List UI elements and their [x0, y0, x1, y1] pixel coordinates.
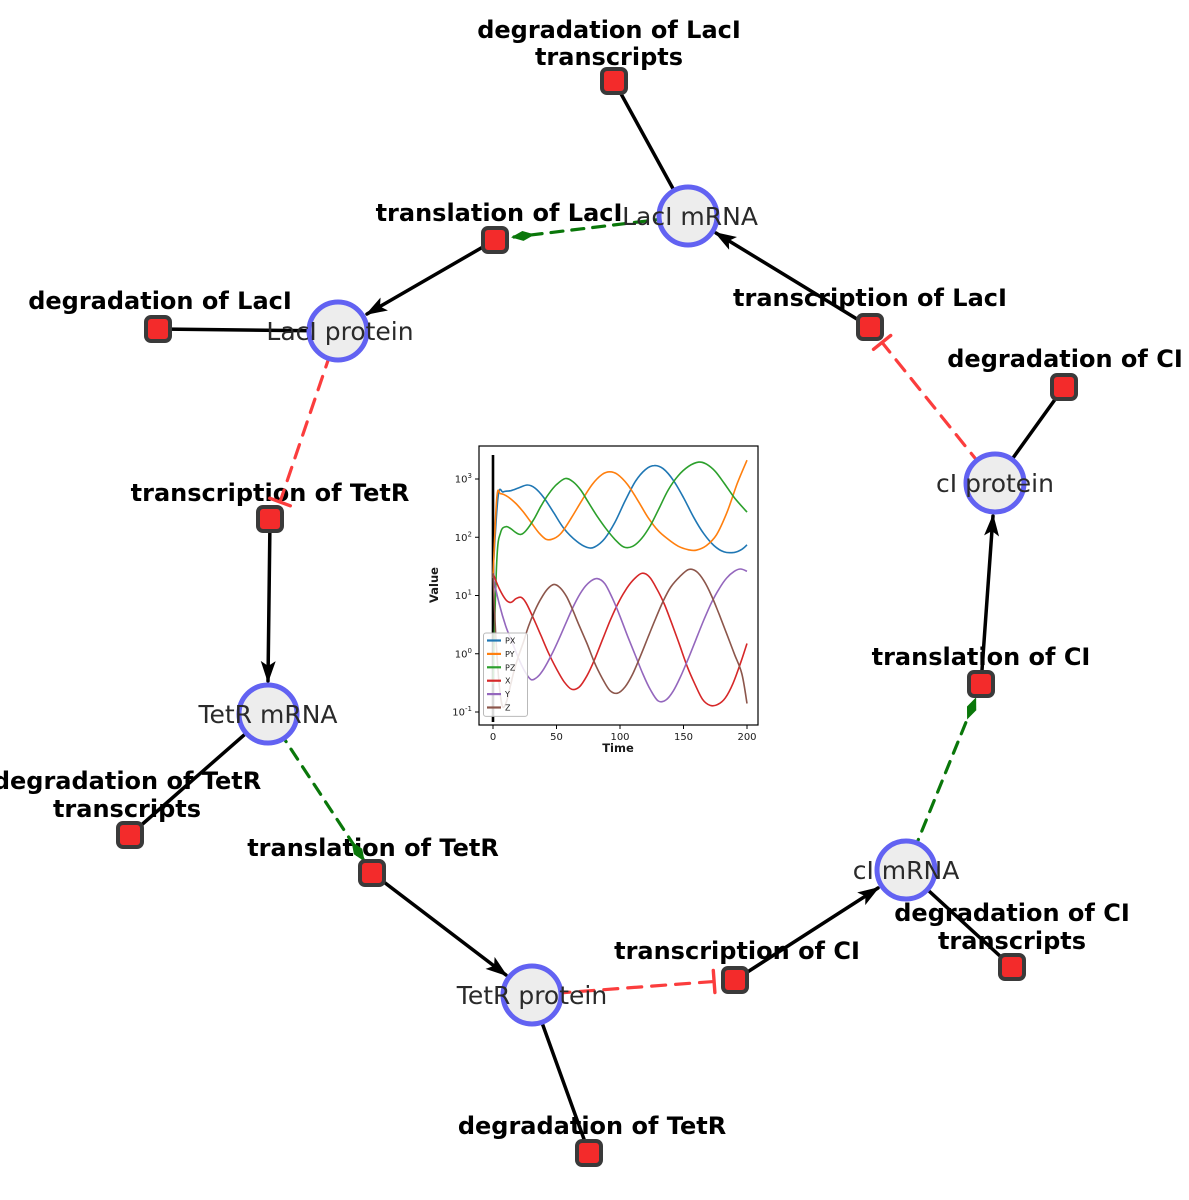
chart-legend-label-Y: Y [504, 690, 510, 699]
species-label-tetr-mrna: TetR mRNA [197, 700, 337, 729]
species-nodes [236, 184, 1027, 1027]
chart-ytick-label-1e3: 103 [455, 472, 472, 486]
reaction-node-degradation-tetr [575, 1139, 603, 1167]
label-degradation-ci: degradation of CI [947, 345, 1183, 373]
chart-y-axis-label: Value [427, 567, 441, 603]
edge-translation-tetr-to-tetrprotein-arrow [370, 871, 508, 977]
edge-transcription-tetr-to-tetrmrna-arrow [260, 517, 276, 683]
label-transcription-laci: transcription of LacI [733, 284, 1007, 312]
reaction-node-translation-tetr [358, 859, 386, 887]
inset-chart: 0 50 100 150 200 10-1 100 101 102 103 PX PY PZ XYZ Ti… [427, 445, 759, 755]
label-translation-laci: translation of LacI [376, 199, 623, 227]
label-degradation-tetr-transcripts-line2: transcripts [53, 795, 201, 823]
reaction-node-degradation-tetr-transcripts [116, 821, 144, 849]
label-degradation-laci-transcripts-line1: degradation of LacI [477, 16, 741, 44]
chart-xtick-label-100: 100 [610, 732, 629, 743]
species-node-ci-protein [963, 451, 1027, 515]
inhibition-tbar-transcription-tetr [268, 496, 292, 508]
reaction-node-translation-laci [481, 226, 509, 254]
label-transcription-ci: transcription of CI [614, 937, 860, 965]
reaction-node-translation-ci [967, 670, 995, 698]
chart-legend-label-X: X [505, 677, 511, 686]
chart-x-axis-label: Time [602, 741, 634, 755]
label-degradation-ci-transcripts-line2: transcripts [938, 927, 1086, 955]
species-label-ci-mrna: cI mRNA [853, 856, 960, 885]
chart-legend-label-PX: PX [505, 637, 516, 646]
chart-xtick-label-200: 200 [737, 732, 756, 743]
label-degradation-tetr: degradation of TetR [458, 1112, 726, 1140]
label-degradation-laci-transcripts-line2: transcripts [535, 43, 683, 71]
inhibition-tbar-transcription-ci [711, 968, 717, 995]
label-degradation-tetr-transcripts-line1: degradation of TetR [0, 767, 261, 795]
species-node-laci-protein [306, 299, 370, 363]
edge-transcription-ci-to-cimrna-arrow [733, 886, 880, 982]
chart-series-X [492, 572, 748, 707]
species-label-laci-protein: LacI protein [266, 317, 413, 346]
reaction-node-degradation-laci-transcripts [600, 67, 628, 95]
chart-xtick-label-50: 50 [550, 732, 563, 743]
species-node-tetr-protein [500, 963, 564, 1027]
species-node-ci-mrna [874, 838, 938, 902]
chart-series-PZ [492, 461, 748, 685]
species-label-ci-protein: cI protein [936, 469, 1054, 498]
reaction-node-transcription-ci [721, 966, 749, 994]
inhibition-tbar-transcription-laci [871, 333, 893, 351]
chart-ytick-label-1e-1: 10-1 [452, 705, 472, 719]
reaction-node-degradation-ci [1050, 373, 1078, 401]
chart-legend-label-PY: PY [505, 650, 515, 659]
reaction-labels: degradation of LacI transcripts translat… [0, 16, 1183, 1140]
reaction-node-degradation-laci [144, 315, 172, 343]
edge-translation-ci-to-ciprotein-arrow [979, 514, 1000, 686]
label-degradation-ci-transcripts-line1: degradation of CI [894, 899, 1130, 927]
reaction-node-transcription-laci [856, 313, 884, 341]
edge-translation-laci-to-laciprotein-arrow [365, 238, 497, 316]
species-node-laci-mrna [656, 184, 720, 248]
chart-plot-area: 0 50 100 150 200 10-1 100 101 102 103 PX PY PZ XYZ [452, 455, 757, 743]
reaction-nodes [116, 67, 1078, 1167]
chart-series-Y [492, 568, 748, 703]
reaction-node-transcription-tetr [256, 505, 284, 533]
chart-xtick-label-150: 150 [674, 732, 693, 743]
chart-legend-label-PZ: PZ [505, 663, 516, 672]
chart-ytick-label-1e1: 101 [455, 589, 472, 603]
species-labels: LacI mRNA LacI protein TetR mRNA TetR pr… [197, 202, 1054, 1010]
chart-xtick-label-0: 0 [490, 732, 496, 743]
chart-series-PY [492, 459, 748, 579]
edge-transcription-laci-to-lacimrna-arrow [714, 231, 872, 329]
species-label-laci-mrna: LacI mRNA [622, 202, 758, 231]
label-transcription-tetr: transcription of TetR [131, 479, 410, 507]
chart-ytick-label-1e0: 100 [455, 647, 472, 661]
chart-series-PX [492, 464, 748, 574]
species-label-tetr-protein: TetR protein [456, 981, 607, 1010]
chart-legend-label-Z: Z [505, 704, 511, 713]
label-translation-tetr: translation of TetR [247, 834, 499, 862]
reaction-node-degradation-ci-transcripts [998, 953, 1026, 981]
label-degradation-laci: degradation of LacI [28, 287, 292, 315]
species-node-tetr-mrna [236, 682, 300, 746]
chart-ytick-label-1e2: 102 [455, 530, 472, 544]
